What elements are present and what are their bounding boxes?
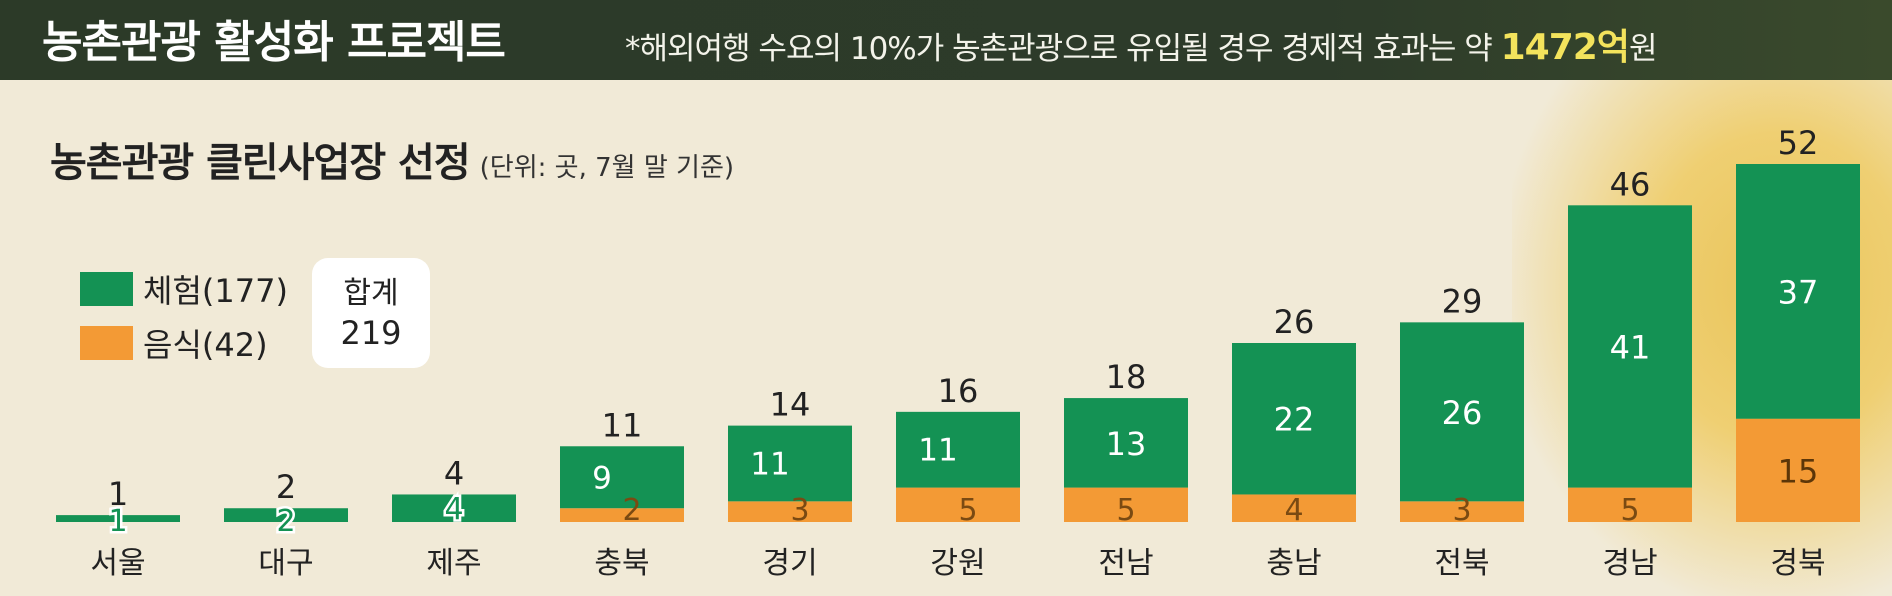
bar-experience <box>896 411 1020 488</box>
bar-experience <box>1232 343 1356 495</box>
data-label-total: 52 <box>1778 124 1819 162</box>
banner-title: 농촌관광 활성화 프로젝트 <box>42 17 506 68</box>
total-box: 합계 219 <box>312 258 430 368</box>
bar-food <box>728 501 852 522</box>
banner-note-highlight: 1472억 <box>1500 27 1630 68</box>
bar-food <box>1400 501 1524 522</box>
data-label-total: 11 <box>602 406 643 444</box>
total-label: 합계 <box>343 276 399 311</box>
data-label-experience: 37 <box>1778 273 1819 311</box>
data-label-food: 3 <box>790 493 809 528</box>
data-label-experience: 13 <box>1106 425 1147 463</box>
data-label-total: 1 <box>108 475 128 513</box>
bar-food <box>1568 487 1692 522</box>
category-label: 경기 <box>762 546 817 581</box>
data-label-total: 18 <box>1106 358 1147 396</box>
category-label: 대구 <box>258 546 313 581</box>
chart-title-main: 농촌관광 클린사업장 선정 <box>50 140 471 186</box>
legend-label-experience: 체험(177) <box>143 272 288 310</box>
category-label: 제주 <box>426 546 481 581</box>
data-label-total: 26 <box>1274 303 1315 341</box>
title-banner: 농촌관광 활성화 프로젝트 *해외여행 수요의 10%가 농촌관광으로 유입될 … <box>0 0 1892 80</box>
legend-label-food: 음식(42) <box>143 326 268 364</box>
bar-experience <box>56 515 180 522</box>
data-label-food: 4 <box>1284 493 1303 528</box>
bar-experience <box>560 446 684 509</box>
data-label-experience: 4 <box>444 492 463 527</box>
bar-food <box>560 508 684 522</box>
bar-experience <box>1736 164 1860 419</box>
total-value: 219 <box>340 314 402 352</box>
chart-unit-note: (단위: 곳, 7월 말 기준) <box>479 153 735 183</box>
data-label-total: 16 <box>938 372 979 410</box>
data-label-food: 5 <box>1620 493 1639 528</box>
data-label-experience: 11 <box>750 446 789 482</box>
data-label-experience: 2 <box>276 504 295 539</box>
category-label: 강원 <box>930 546 985 581</box>
data-label-food: 5 <box>958 493 977 528</box>
data-label-experience: 22 <box>1274 401 1315 439</box>
bar-experience <box>728 425 852 502</box>
category-label: 전남 <box>1098 546 1153 581</box>
data-label-experience: 41 <box>1610 328 1651 366</box>
data-label-total: 2 <box>276 468 296 506</box>
bar-experience <box>224 508 348 522</box>
category-label: 서울 <box>90 546 145 581</box>
data-label-total: 4 <box>444 454 464 492</box>
legend-item-food: 음식(42) <box>80 316 288 370</box>
category-label: 경남 <box>1602 546 1657 581</box>
banner-note-prefix: *해외여행 수요의 10%가 농촌관광으로 유입될 경우 경제적 효과는 약 <box>625 31 1501 67</box>
data-label-food: 5 <box>1116 493 1135 528</box>
data-label-food: 3 <box>1452 493 1471 528</box>
bar-food <box>896 487 1020 522</box>
data-label-experience: 26 <box>1442 394 1483 432</box>
banner-note: *해외여행 수요의 10%가 농촌관광으로 유입될 경우 경제적 효과는 약 1… <box>625 18 1658 70</box>
bar-experience <box>1568 205 1692 488</box>
data-label-total: 29 <box>1442 282 1483 320</box>
data-label-total: 46 <box>1610 165 1651 203</box>
bar-food <box>1736 418 1860 522</box>
category-label: 충북 <box>594 546 649 581</box>
data-label-experience: 11 <box>918 433 957 469</box>
data-label-food: 15 <box>1778 452 1819 490</box>
data-label-total: 14 <box>770 386 811 424</box>
legend-swatch-food <box>80 326 133 360</box>
legend-item-experience: 체험(177) <box>80 262 288 316</box>
bar-food <box>1064 487 1188 522</box>
category-label: 경북 <box>1770 546 1825 581</box>
chart-legend: 체험(177) 음식(42) <box>80 262 288 370</box>
data-label-experience: 9 <box>592 460 612 496</box>
data-label-experience: 1 <box>108 504 127 539</box>
bar-food <box>1232 494 1356 522</box>
bar-experience <box>392 494 516 522</box>
chart-title: 농촌관광 클린사업장 선정 (단위: 곳, 7월 말 기준) <box>50 130 734 188</box>
data-label-food: 2 <box>622 493 641 528</box>
legend-swatch-experience <box>80 272 133 306</box>
category-label: 충남 <box>1266 546 1321 581</box>
banner-note-suffix: 원 <box>1628 31 1658 67</box>
bar-experience <box>1400 322 1524 502</box>
category-label: 전북 <box>1434 546 1489 581</box>
bar-experience <box>1064 398 1188 488</box>
